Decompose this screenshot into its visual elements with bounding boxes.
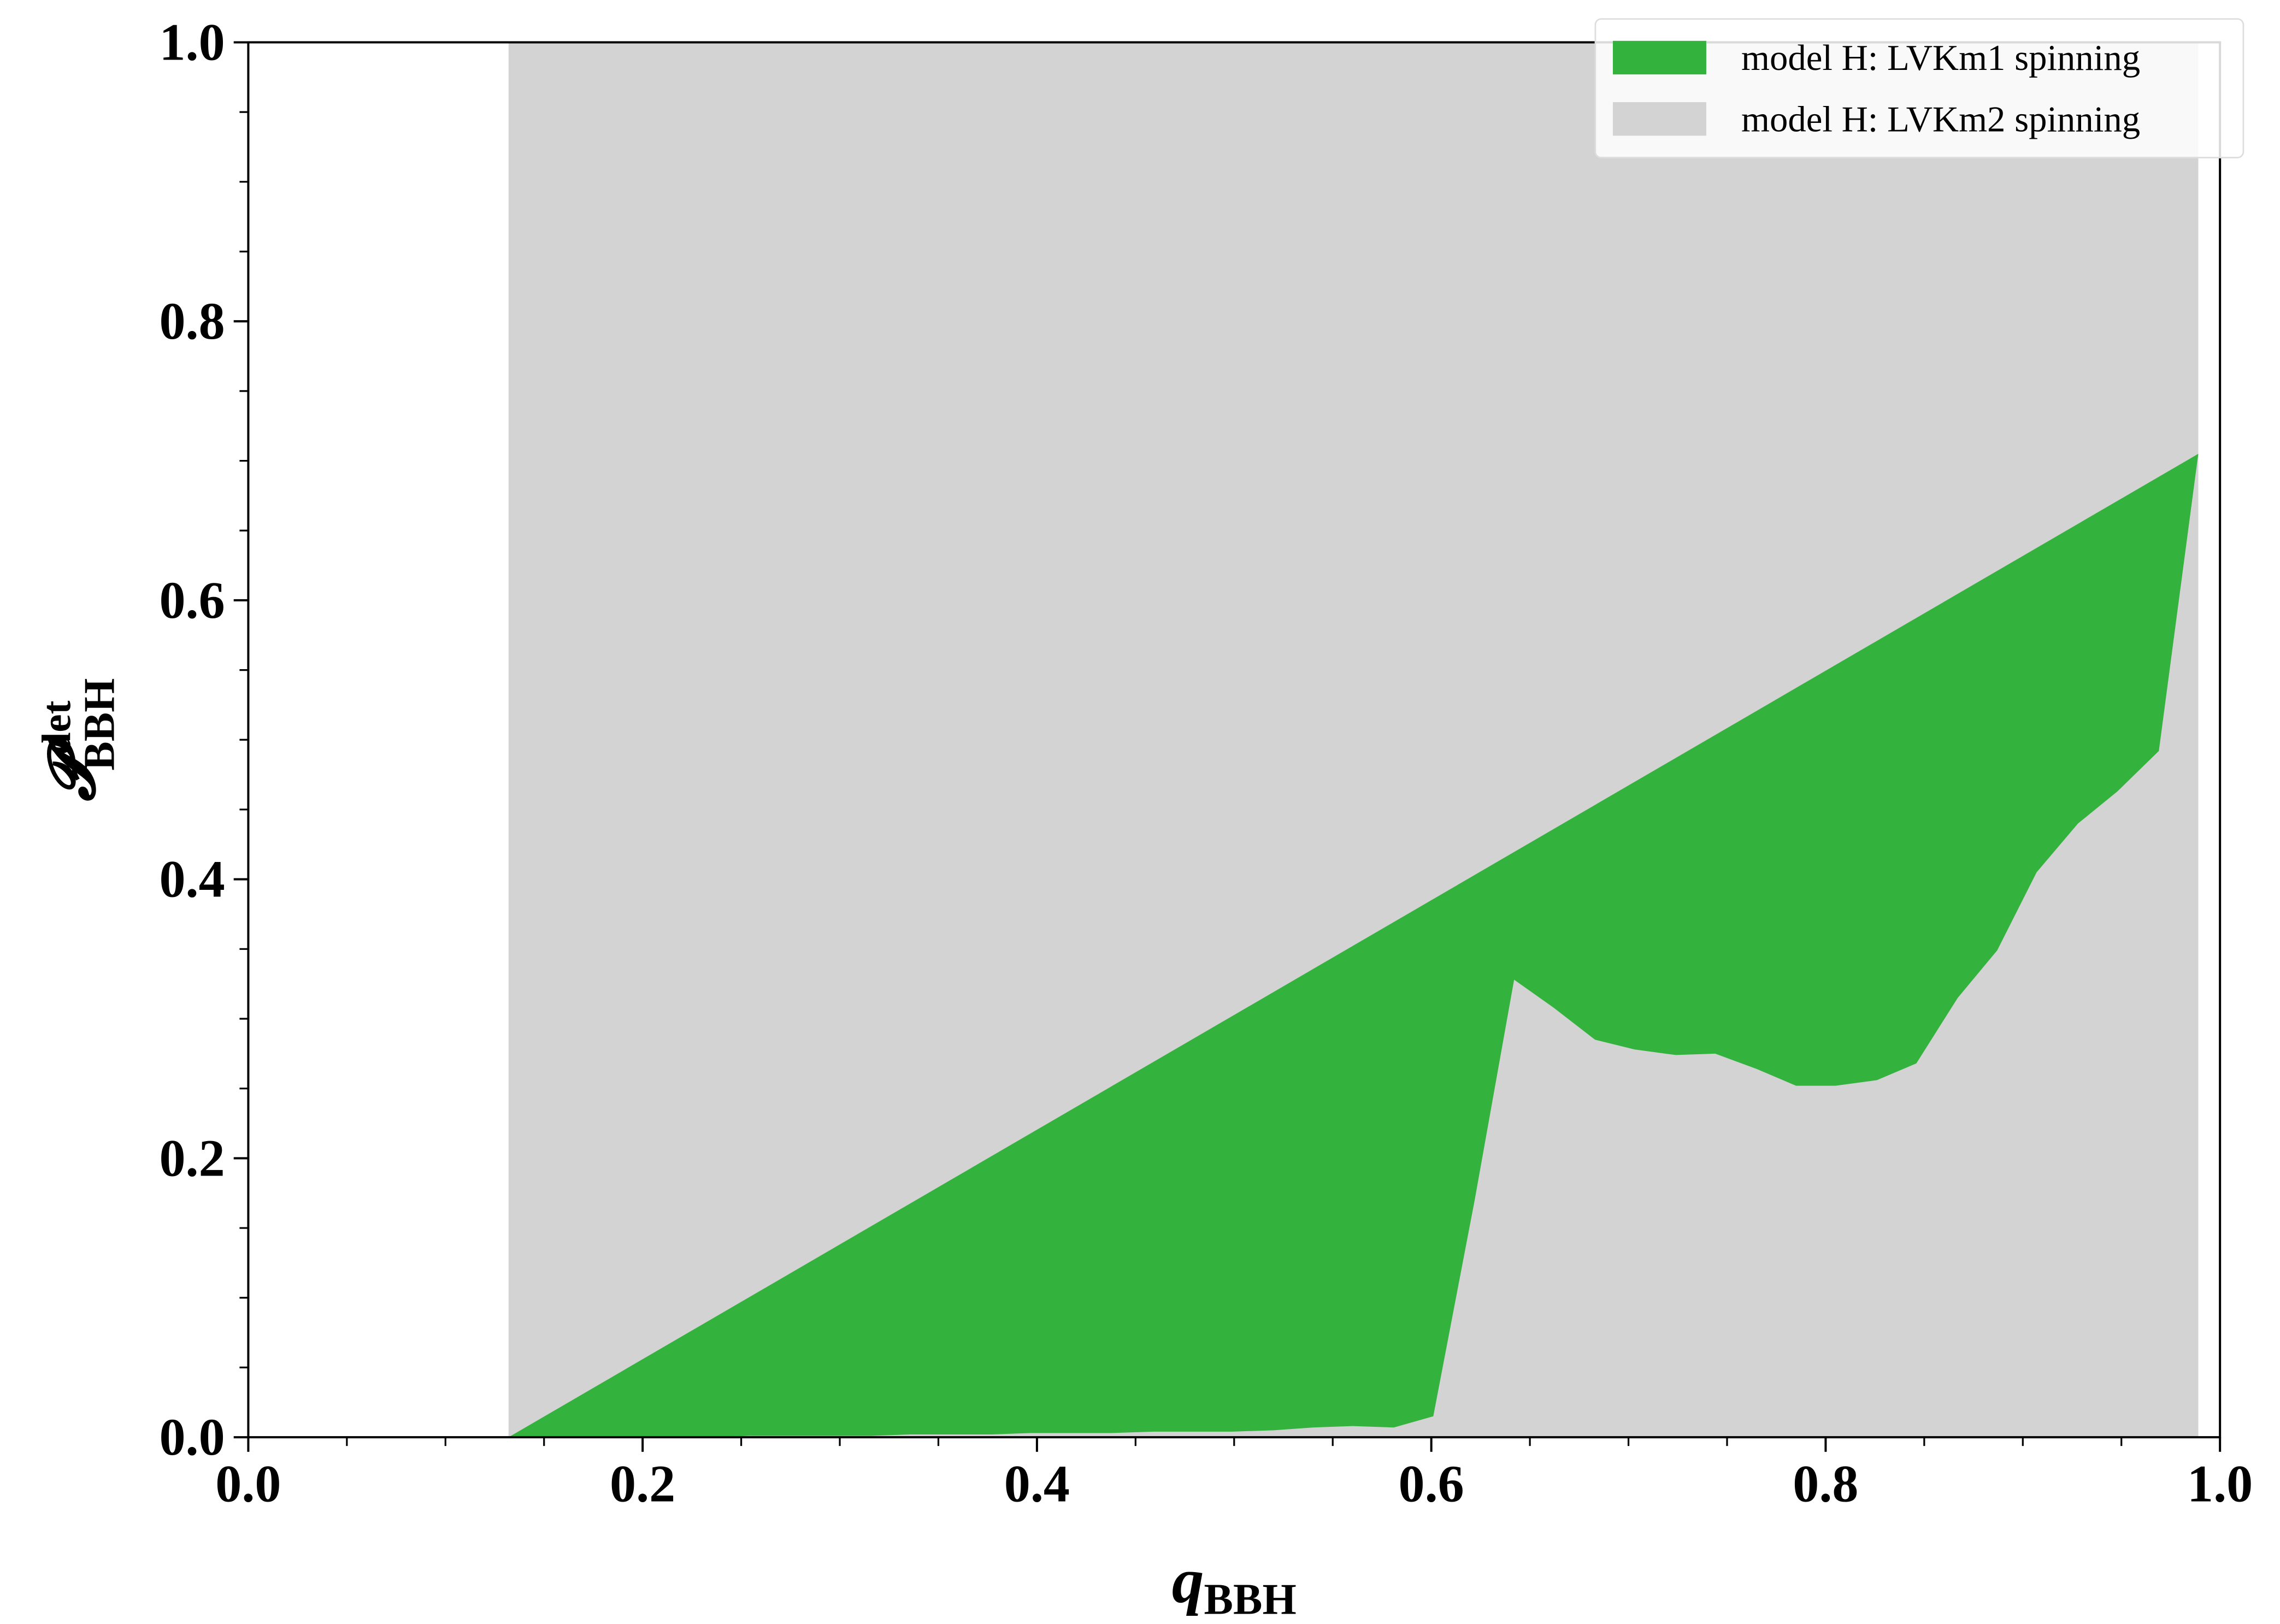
y-tick-label: 0.6 bbox=[159, 571, 225, 629]
area bbox=[508, 42, 2199, 1438]
y-tick-label: 0.0 bbox=[159, 1408, 225, 1466]
legend-box bbox=[1594, 18, 2244, 158]
y-label-sub: BBH bbox=[76, 678, 124, 771]
x-tick-label: 0.6 bbox=[1399, 1455, 1464, 1513]
y-tick-label: 0.8 bbox=[159, 292, 225, 350]
y-tick-label: 0.2 bbox=[159, 1129, 225, 1187]
legend-label: model H: LVKm2 spinning bbox=[1741, 99, 2140, 139]
x-tick-label: 1.0 bbox=[2187, 1455, 2253, 1513]
y-label-text: 𝓟detBBH bbox=[34, 678, 124, 801]
y-tick-label: 0.4 bbox=[159, 850, 225, 908]
y-tick-label: 1.0 bbox=[159, 13, 225, 72]
x-tick-label: 0.8 bbox=[1793, 1455, 1858, 1513]
x-tick-label: 0.4 bbox=[1004, 1455, 1070, 1513]
x-tick-label: 0.2 bbox=[610, 1455, 675, 1513]
x-label-sub: BBH bbox=[1204, 1575, 1297, 1623]
legend-swatch bbox=[1612, 102, 1706, 136]
legend-label: model H: LVKm1 spinning bbox=[1741, 38, 2140, 78]
legend-swatch bbox=[1612, 40, 1706, 75]
area bbox=[508, 453, 2199, 1438]
x-axis-label: qBBH bbox=[1172, 1545, 1297, 1623]
y-label-sup: det bbox=[34, 700, 80, 755]
x-label-main: q bbox=[1172, 1545, 1204, 1616]
x-tick-label: 0.0 bbox=[215, 1455, 281, 1513]
y-axis-label: 𝓟detBBH bbox=[34, 678, 124, 801]
